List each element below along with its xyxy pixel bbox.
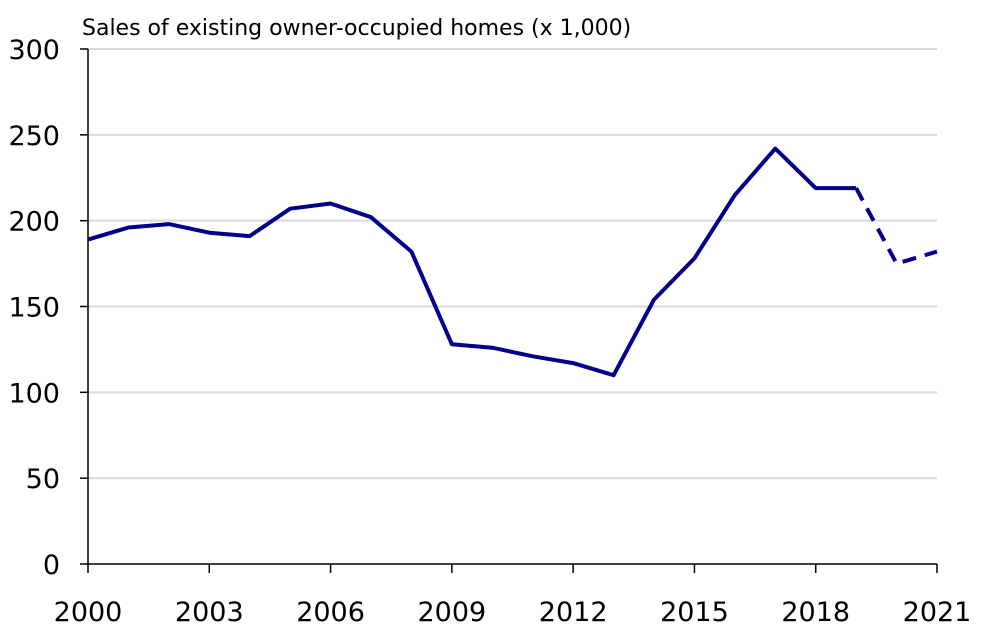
data-point-solid-2002 bbox=[167, 222, 171, 226]
series-line-solid bbox=[87, 146, 857, 378]
data-point-solid-2000 bbox=[86, 238, 90, 242]
data-point-solid-2011 bbox=[531, 354, 535, 358]
series bbox=[86, 146, 939, 378]
y-tick-label-150: 150 bbox=[8, 293, 60, 324]
data-point-dashed-2021 bbox=[935, 250, 939, 254]
data-point-dashed-2020 bbox=[895, 262, 899, 266]
y-tick-label-0: 0 bbox=[43, 550, 60, 581]
data-point-solid-2003 bbox=[207, 231, 211, 235]
data-point-solid-2005 bbox=[288, 207, 292, 211]
y-tick-label-200: 200 bbox=[8, 207, 60, 238]
data-point-solid-2015 bbox=[692, 256, 696, 260]
data-point-solid-2016 bbox=[733, 193, 737, 197]
x-tick-label-2009: 2009 bbox=[417, 597, 486, 628]
tick-labels: 0 50 100 150 200 250 300 2000 2003 2006 2009 2012 20… bbox=[8, 35, 971, 628]
data-point-solid-2014 bbox=[652, 298, 656, 302]
series-line-dashed bbox=[854, 187, 938, 266]
axes bbox=[80, 48, 938, 573]
x-tick-label-2015: 2015 bbox=[660, 597, 729, 628]
data-point-solid-2009 bbox=[450, 342, 454, 346]
data-point-solid-2013 bbox=[612, 373, 616, 377]
y-tick-label-100: 100 bbox=[8, 378, 60, 409]
data-point-solid-2010 bbox=[490, 346, 494, 350]
x-tick-label-2003: 2003 bbox=[175, 597, 244, 628]
data-point-solid-2012 bbox=[571, 361, 575, 365]
x-tick-label-2006: 2006 bbox=[296, 597, 365, 628]
data-point-solid-2018 bbox=[814, 186, 818, 190]
data-point-solid-2007 bbox=[369, 215, 373, 219]
x-tick-label-2018: 2018 bbox=[781, 597, 850, 628]
y-tick-label-50: 50 bbox=[26, 464, 60, 495]
x-tick-label-2000: 2000 bbox=[54, 597, 123, 628]
chart-title: Sales of existing owner-occupied homes (… bbox=[82, 16, 631, 41]
data-point-solid-2004 bbox=[248, 234, 252, 238]
y-tick-label-250: 250 bbox=[8, 121, 60, 152]
y-tick-label-300: 300 bbox=[8, 35, 60, 66]
x-tick-label-2012: 2012 bbox=[539, 597, 608, 628]
data-point-solid-2008 bbox=[409, 250, 413, 254]
data-point-solid-2017 bbox=[773, 147, 777, 151]
data-point-solid-2006 bbox=[329, 202, 333, 206]
data-point-solid-2001 bbox=[126, 226, 130, 230]
grid bbox=[88, 48, 937, 480]
x-tick-label-2021: 2021 bbox=[903, 597, 972, 628]
data-point-dashed-2019 bbox=[854, 186, 858, 190]
